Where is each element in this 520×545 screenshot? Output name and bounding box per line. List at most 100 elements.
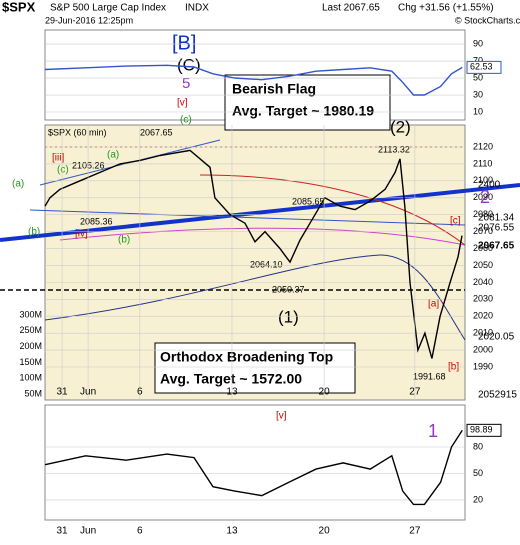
- callout-text: Orthodox Broadening Top: [160, 349, 333, 365]
- price-label: 2067.65: [478, 241, 515, 252]
- y-tick-label: 2090: [473, 192, 493, 202]
- series-line: [44, 64, 463, 96]
- x-tick-label: 6: [137, 387, 143, 398]
- price-note: 1991.68: [413, 371, 446, 381]
- x-tick-label: 20: [319, 387, 331, 398]
- wave-label: (a): [107, 150, 119, 161]
- wave-label: [B]: [172, 32, 196, 54]
- y-tick-label: 2040: [473, 277, 493, 287]
- y-tick-label: 2100: [473, 175, 493, 185]
- x-tick-label: 31: [57, 387, 69, 398]
- series-line: [44, 429, 463, 506]
- y-tick-label: 2110: [473, 158, 492, 168]
- last: Last 2067.65: [322, 3, 380, 14]
- wave-label: [iv]: [75, 229, 88, 240]
- x-tick-label: 27: [409, 526, 421, 537]
- last-value: 98.89: [470, 425, 493, 435]
- symbol: $SPX: [2, 0, 36, 14]
- price-note: 2064.10: [250, 259, 283, 269]
- y-tick-label: 2080: [473, 209, 493, 219]
- price-label: 2052915: [478, 390, 517, 401]
- wave-label: (b): [118, 235, 130, 246]
- wave-label: (c): [180, 115, 192, 126]
- y-tick-label: 2120: [473, 141, 493, 151]
- y-tick-label: 30: [473, 89, 483, 99]
- volume-tick-label: 150M: [19, 357, 42, 367]
- x-tick-label: Jun: [80, 387, 96, 398]
- x-tick-label: Jun: [80, 526, 96, 537]
- y-tick-label: 80: [473, 441, 483, 451]
- x-tick-label: 13: [226, 526, 238, 537]
- price-label: 2081.34: [478, 213, 515, 224]
- wave-label: (c): [57, 165, 69, 176]
- y-tick-label: 2000: [473, 344, 493, 354]
- wave-label: 1: [428, 421, 438, 441]
- callout-text: Avg. Target ~ 1980.19: [232, 103, 374, 119]
- wave-label: 5: [182, 75, 190, 92]
- wave-label: [iii]: [52, 153, 64, 164]
- moving-average: [59, 227, 466, 246]
- price-label: 2076.55: [478, 223, 515, 234]
- wave-label: (1): [278, 307, 299, 326]
- y-tick-label: 2050: [473, 260, 493, 270]
- change: Chg +31.56 (+1.55%): [398, 3, 494, 14]
- band: [44, 254, 466, 341]
- annotations: [B] (C) 5 [v] (c) [iii] (a) (c) (a) [iv]…: [12, 32, 490, 440]
- legend: $SPX (60 min): [48, 127, 107, 137]
- y-tick-label: 70: [473, 55, 483, 65]
- exchange: INDX: [185, 3, 209, 14]
- callout: [154, 342, 356, 394]
- value-tag: [466, 423, 502, 437]
- y-tick-label: 2020: [473, 311, 493, 321]
- wave-label: (2): [390, 117, 411, 136]
- y-tick-label: 90: [473, 38, 483, 48]
- x-tick-label: 27: [409, 387, 421, 398]
- price-label: 2020.05: [478, 332, 515, 343]
- price-note: 2085.36: [80, 216, 113, 226]
- wave-label: [v]: [177, 98, 188, 109]
- wave-label: (a): [12, 179, 24, 190]
- y-tick-label: 2030: [473, 294, 493, 304]
- channel-line: [29, 209, 466, 226]
- legend-value: 2067.65: [140, 127, 173, 137]
- wave-label: [v]: [276, 411, 287, 422]
- y-tick-label: 2060: [473, 243, 493, 253]
- price-label: 2400: [478, 180, 501, 191]
- volume-tick-label: 200M: [19, 341, 42, 351]
- moving-average: [199, 174, 466, 246]
- price-note: 2085.65: [292, 196, 325, 206]
- index-name: S&P 500 Large Cap Index: [50, 3, 166, 14]
- series-line: [44, 149, 463, 359]
- callout-text: Avg. Target ~ 1572.00: [160, 371, 302, 387]
- volume-tick-label: 250M: [19, 325, 42, 335]
- y-tick-label: 50: [473, 72, 483, 82]
- callout: [224, 74, 391, 131]
- value-tag: [466, 60, 502, 74]
- volume-tick-label: 300M: [19, 309, 42, 319]
- x-tick-label: 13: [226, 387, 238, 398]
- wave-label: 2: [480, 187, 490, 207]
- y-tick-label: 2010: [473, 328, 493, 338]
- y-tick-label: 1990: [473, 361, 493, 371]
- bottom-panel: [44, 404, 466, 521]
- volume-tick-label: 100M: [19, 373, 42, 383]
- x-tick-label: 20: [319, 526, 331, 537]
- credit: © StockCharts.com: [455, 15, 520, 25]
- y-tick-label: 10: [473, 106, 483, 116]
- price-note: 2050.37: [272, 284, 305, 294]
- wave-label: (b): [28, 227, 40, 238]
- y-tick-label: 2070: [473, 226, 493, 236]
- wave-label: [c]: [450, 216, 461, 227]
- x-tick-label: 6: [137, 526, 143, 537]
- trend-line: [0, 183, 520, 242]
- callout-text: Bearish Flag: [232, 81, 316, 97]
- y-tick-label: 50: [473, 468, 483, 478]
- x-tick-label: 31: [57, 526, 69, 537]
- price-note: 2113.32: [378, 144, 410, 154]
- volume-tick-label: 50M: [24, 388, 42, 398]
- last-value: 62.53: [470, 62, 493, 72]
- date: 29-Jun-2016 12:25pm: [45, 15, 133, 25]
- wave-label: (C): [177, 55, 201, 74]
- wave-label: [a]: [428, 299, 439, 310]
